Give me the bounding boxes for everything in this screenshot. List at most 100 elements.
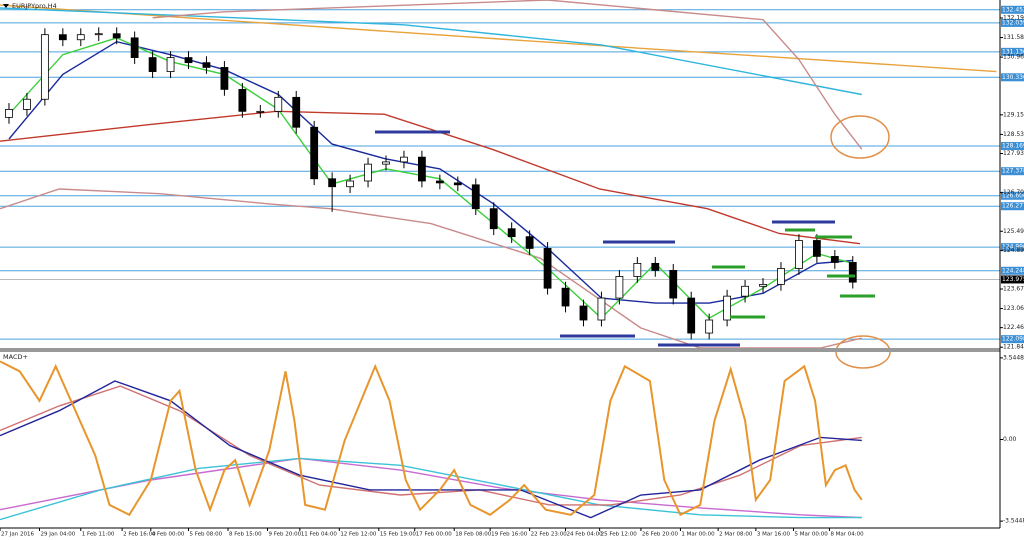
candle-body xyxy=(292,96,301,128)
candle-body xyxy=(687,297,696,334)
candle-body xyxy=(669,269,678,299)
candle-body xyxy=(579,305,588,321)
candle-body xyxy=(561,287,570,307)
level-label: 124.248 xyxy=(1002,267,1024,274)
x-tick-label: 19 Feb 16:00 xyxy=(491,532,528,538)
candle-body xyxy=(94,33,103,36)
x-tick-label: 8 Feb 15:00 xyxy=(229,532,262,538)
x-tick-label: 5 Feb 08:00 xyxy=(190,532,223,538)
candle-body xyxy=(40,34,49,100)
pane-separator xyxy=(0,348,1000,352)
candle-body xyxy=(274,96,283,112)
candle-body xyxy=(5,109,13,118)
candle-body xyxy=(310,126,319,180)
candle-body xyxy=(507,228,516,238)
candle-body xyxy=(651,262,660,271)
y-tick-label: 127.935 xyxy=(1003,150,1024,157)
indicator-title: MACD+ xyxy=(3,353,28,361)
level-label: 126.277 xyxy=(1002,203,1024,210)
candle-body xyxy=(238,88,247,112)
x-tick-label: 11 Feb 04:00 xyxy=(301,532,338,538)
candle-body xyxy=(633,262,642,277)
menu-arrow xyxy=(3,4,9,8)
y-tick-label: 129.150 xyxy=(1003,111,1024,118)
indicator-line xyxy=(0,110,861,245)
candle-body xyxy=(435,180,444,184)
y-tick-label: 125.490 xyxy=(1003,228,1024,235)
y-tick-label: 124.890 xyxy=(1003,247,1024,254)
x-tick-label: 2 Feb 16:00 xyxy=(123,532,156,538)
level-label: 132.452 xyxy=(1002,6,1024,13)
level-label-bg xyxy=(1001,5,1024,14)
x-tick-label: 2 Mar 08:00 xyxy=(719,532,753,538)
candle-body xyxy=(615,276,624,299)
candle-body xyxy=(777,268,785,285)
candle-body xyxy=(597,297,606,321)
highlight-circle xyxy=(830,115,890,159)
y-tick-label: 128.535 xyxy=(1003,131,1024,138)
indicator-line xyxy=(0,7,862,96)
x-tick-label: 8 Mar 04:00 xyxy=(830,532,864,538)
y-tick-label: -3.5448 xyxy=(1003,518,1024,525)
level-label-bg xyxy=(1001,202,1024,211)
y-tick-label: 131.580 xyxy=(1003,34,1024,41)
x-tick-label: 1 Mar 00:00 xyxy=(681,532,715,538)
candle-body xyxy=(705,319,714,334)
candle-body xyxy=(346,180,354,188)
candle-body xyxy=(489,208,498,230)
annotations xyxy=(375,115,891,369)
x-tick-label: 25 Feb 12:00 xyxy=(601,532,638,538)
y-tick-label: 132.195 xyxy=(1003,14,1024,21)
candle-body xyxy=(328,178,337,188)
indicator-line xyxy=(152,0,863,150)
candle-body xyxy=(453,182,462,186)
indicator-line xyxy=(0,360,863,517)
level-label-bg xyxy=(1001,142,1024,151)
candle-body xyxy=(130,37,139,58)
x-tick-label: 9 Feb 20:00 xyxy=(269,532,302,538)
candle-body xyxy=(166,57,175,72)
y-tick-label: 126.705 xyxy=(1003,189,1024,196)
candle-body xyxy=(812,240,821,257)
y-tick-label: 121.845 xyxy=(1003,344,1024,351)
candle-body xyxy=(23,98,31,110)
candle-body xyxy=(759,283,767,287)
candle-body xyxy=(202,62,211,68)
y-tick-label: 0.00 xyxy=(1003,436,1017,443)
level-label: 131.130 xyxy=(1002,48,1024,55)
candle-body xyxy=(471,184,480,210)
x-tick-label: 12 Feb 12:00 xyxy=(340,532,377,538)
level-label: 128.169 xyxy=(1002,143,1024,150)
y-tick-label: 123.675 xyxy=(1003,285,1024,292)
indicator-line xyxy=(0,457,862,519)
y-tick-label: 130.965 xyxy=(1003,54,1024,61)
x-tick-label: 18 Feb 08:00 xyxy=(455,532,492,538)
y-tick-label: 122.460 xyxy=(1003,324,1024,331)
level-label: 130.330 xyxy=(1002,74,1024,81)
level-label: 124.990 xyxy=(1002,244,1024,251)
x-tick-label: 27 Jan 2016 xyxy=(1,532,34,538)
chart-title: EURJPYpro,H4 xyxy=(12,2,57,10)
candle-body xyxy=(795,240,803,269)
level-label-bg xyxy=(1001,243,1024,252)
level-label-bg xyxy=(1001,18,1024,27)
candle-body xyxy=(418,156,426,182)
level-label: 126.606 xyxy=(1002,192,1024,199)
candle-body xyxy=(830,255,839,263)
candle-body xyxy=(382,161,390,165)
x-tick-label: 4 Feb 00:00 xyxy=(152,532,185,538)
candle-body xyxy=(525,236,534,249)
last-price-bg xyxy=(1001,275,1024,284)
candle-body xyxy=(400,156,408,163)
x-tick-label: 29 Jan 04:00 xyxy=(40,532,75,538)
candle-body xyxy=(256,110,265,113)
last-price-label: 123.975 xyxy=(1002,276,1024,283)
level-label-bg xyxy=(1001,167,1024,176)
y-tick-label: 3.5448 xyxy=(1003,354,1024,361)
candle-body xyxy=(543,248,552,289)
candle-body xyxy=(148,57,157,72)
x-tick-label: 1 Feb 11:00 xyxy=(82,532,115,538)
candle-body xyxy=(723,295,732,321)
